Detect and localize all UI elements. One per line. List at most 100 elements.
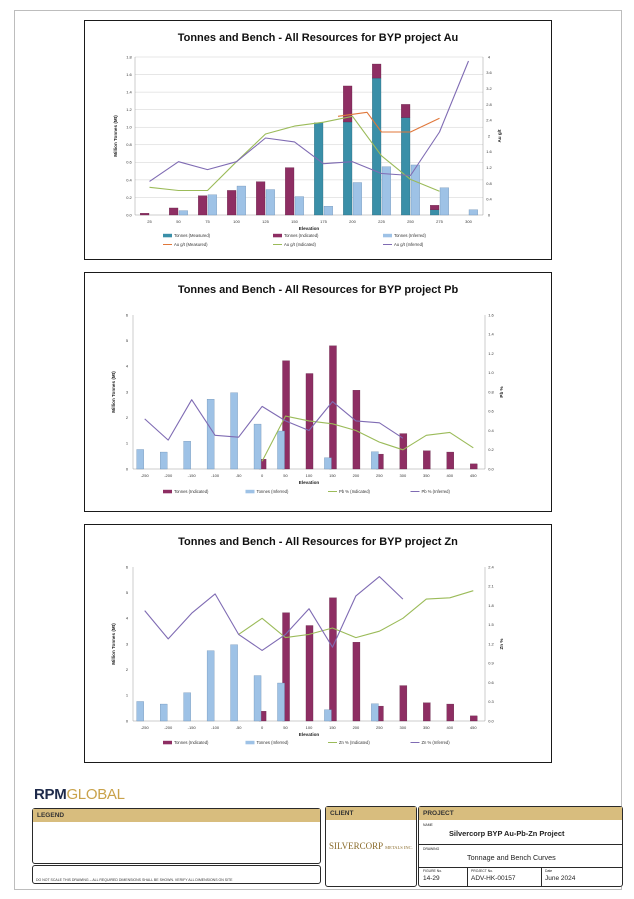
x-tick-label: 125	[262, 219, 269, 224]
legend-label: Tonnes (Inferred)	[257, 740, 289, 745]
bar-inferred	[230, 644, 238, 722]
bar-inferred	[324, 709, 332, 722]
x-tick-label: 100	[233, 219, 240, 224]
drawing-divider	[419, 867, 622, 868]
y2-axis-label: Zn %	[499, 639, 504, 650]
bar-inferred	[206, 650, 215, 722]
drawing-name: Tonnage and Bench Curves	[467, 853, 556, 862]
drawing-sheet	[14, 10, 622, 890]
bar-inferred	[410, 164, 420, 216]
y2-tick-label: 0.4	[488, 428, 494, 433]
y2-tick-label: 1.2	[488, 641, 494, 646]
x-tick-label: 350	[423, 725, 430, 730]
bar-inferred	[230, 392, 238, 470]
y-tick-label: 6	[126, 564, 129, 569]
bar-inferred	[183, 692, 191, 722]
bar-inferred	[323, 206, 333, 216]
y2-tick-label: 1.0	[488, 370, 494, 375]
project-divider	[419, 844, 622, 845]
bar-inferred	[371, 703, 379, 722]
x-tick-label: 150	[329, 473, 336, 478]
bar-inferred	[206, 399, 215, 470]
bar-inferred	[253, 675, 262, 722]
legend-swatch	[163, 489, 172, 494]
bar-inferred	[183, 441, 191, 470]
logo-part2: GLOBAL	[66, 786, 125, 803]
legend-label: Au g/t (Measured)	[174, 242, 208, 247]
y2-tick-label: 0.0	[488, 466, 494, 471]
bar-indicated	[329, 597, 337, 722]
bar-indicated	[470, 463, 478, 470]
y2-tick-label: 1.5	[488, 622, 494, 627]
x-tick-label: 250	[407, 219, 414, 224]
project-no: ADV-HK-00157	[471, 875, 516, 882]
y-tick-label: 1.0	[126, 125, 132, 130]
series-line	[149, 60, 470, 182]
legend-label: Tonnes (Indicated)	[174, 489, 209, 494]
col-divider-2	[541, 867, 542, 886]
y-axis-label: Million Tonnes (Mt)	[111, 623, 116, 665]
series-line	[144, 576, 404, 651]
legend-header: LEGEND	[33, 809, 320, 822]
legend-swatch	[383, 233, 392, 238]
y2-tick-label: 0.2	[488, 447, 494, 452]
x-tick-label: 25	[147, 219, 152, 224]
project-header: PROJECT	[419, 807, 622, 820]
client-logo-sub: METALS INC.	[385, 845, 413, 850]
bar-indicated	[399, 685, 408, 722]
disclaimer-box	[32, 865, 321, 884]
y-tick-label: 1	[126, 441, 129, 446]
y-tick-label: 4	[126, 616, 129, 621]
y2-axis-label: Pb %	[499, 386, 504, 397]
x-tick-label: 200	[349, 219, 356, 224]
y-tick-label: 0.8	[126, 142, 132, 147]
x-tick-label: 250	[376, 725, 383, 730]
series-line	[337, 111, 440, 133]
x-axis-label: Elevation	[299, 480, 320, 485]
x-tick-label: -50	[236, 725, 243, 730]
col-divider-1	[467, 867, 468, 886]
bar-inferred	[277, 682, 285, 722]
figure-no-label: FIGURE No.	[423, 869, 443, 873]
project-name: Silvercorp BYP Au-Pb-Zn Project	[449, 829, 565, 838]
bar-inferred	[178, 210, 188, 216]
client-logo-text: SILVERCORP	[329, 841, 383, 851]
y2-tick-label: 1.6	[488, 312, 494, 317]
legend-label: Tonnes (Measured)	[174, 233, 211, 238]
project-box: PROJECT NAME Silvercorp BYP Au-Pb-Zn Pro…	[418, 806, 623, 887]
x-tick-label: 300	[400, 473, 407, 478]
date: June 2024	[545, 875, 576, 882]
bar-indicated	[470, 715, 478, 722]
y2-tick-label: 0.8	[488, 389, 494, 394]
series-line	[149, 115, 440, 192]
y2-tick-label: 0.8	[486, 181, 492, 186]
y-axis-label: Million Tonnes (Mt)	[113, 115, 118, 157]
bar-indicated	[423, 450, 431, 470]
chart-panel-au: Tonnes and Bench - All Resources for BYP…	[84, 20, 552, 260]
y-tick-label: 0.0	[126, 212, 132, 217]
rpm-global-logo: RPMGLOBAL	[34, 786, 125, 803]
name-label: NAME	[423, 823, 433, 827]
x-tick-label: -250	[141, 725, 150, 730]
y-tick-label: 1.2	[126, 107, 132, 112]
chart-title: Tonnes and Bench - All Resources for BYP…	[178, 536, 458, 548]
bar-indicated	[401, 104, 411, 118]
x-tick-label: 450	[470, 725, 477, 730]
x-tick-label: -200	[164, 473, 173, 478]
legend-label: Au g/t (Inferred)	[394, 242, 424, 247]
x-tick-label: 300	[465, 219, 472, 224]
y2-tick-label: 1.2	[488, 351, 494, 356]
series-line	[238, 590, 474, 639]
y-tick-label: 5	[126, 338, 129, 343]
x-tick-label: 100	[306, 725, 313, 730]
legend-label: Tonnes (Inferred)	[394, 233, 426, 238]
bar-indicated	[343, 85, 353, 123]
x-tick-label: 450	[470, 473, 477, 478]
legend-label: Zn % (Inferred)	[422, 740, 451, 745]
x-tick-label: 275	[436, 219, 443, 224]
y2-tick-label: 0.4	[486, 197, 492, 202]
x-tick-label: 0	[261, 473, 264, 478]
series-line	[144, 399, 404, 441]
y-tick-label: 1.8	[126, 54, 132, 59]
bar-inferred	[265, 189, 275, 216]
